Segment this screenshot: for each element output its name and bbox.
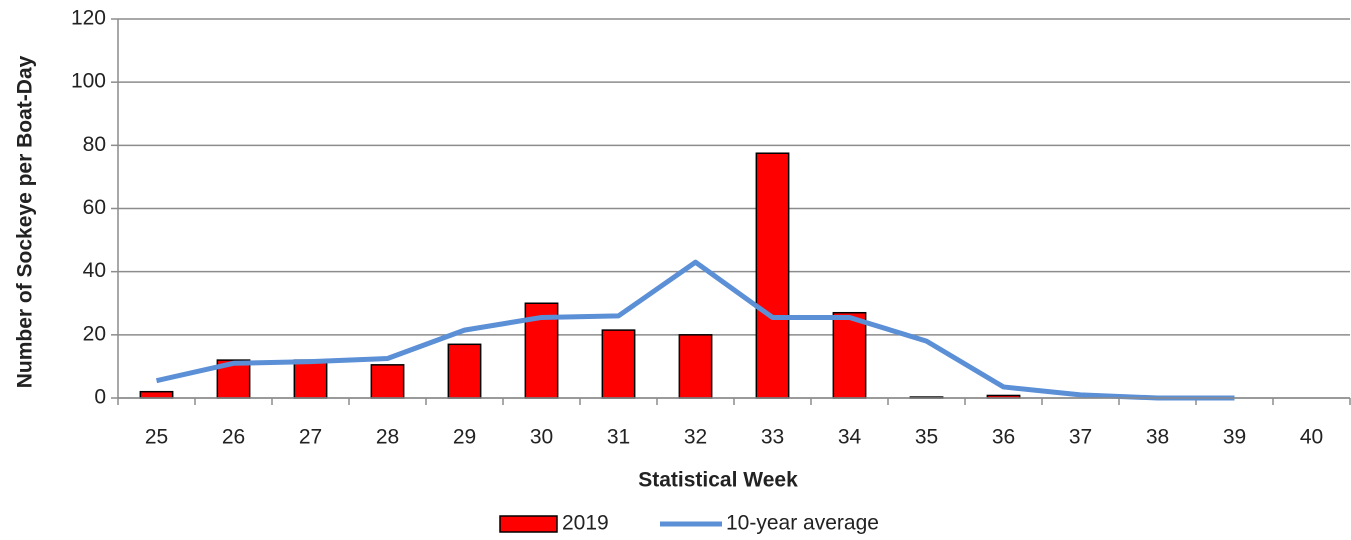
x-tick-label: 35 [915,426,938,449]
bar [447,343,482,399]
legend-label: 10-year average [726,512,879,535]
x-tick-label: 29 [453,426,476,449]
x-axis-title: Statistical Week [638,469,798,492]
x-tick-label: 34 [838,426,862,449]
bar [832,311,867,399]
y-tick-label: 0 [94,386,106,409]
y-tick-label: 100 [71,70,106,93]
x-tick-label: 31 [607,426,630,449]
bar [370,364,405,399]
bar [755,152,790,399]
x-tick-label: 30 [530,426,553,449]
y-tick-label: 20 [83,322,106,345]
y-axis-title: Number of Sockeye per Boat-Day [14,55,37,388]
x-tick-label: 39 [1223,426,1246,449]
x-tick-label: 28 [376,426,399,449]
x-tick-label: 26 [222,426,245,449]
line [155,259,1235,401]
legend-swatch [499,515,558,533]
bar [139,390,174,399]
x-tick-label: 32 [684,426,707,449]
legend-label: 2019 [562,512,609,535]
bar [293,359,328,399]
x-tick-label: 25 [145,426,168,449]
y-tick-label: 40 [83,259,106,282]
bar [678,334,713,399]
y-tick-label: 120 [71,7,106,30]
x-tick-label: 33 [761,426,784,449]
bar [601,329,636,399]
y-tick-label: 80 [83,133,106,156]
y-tick-label: 60 [83,196,106,219]
x-tick-label: 40 [1300,426,1323,449]
x-tick-label: 27 [299,426,322,449]
x-tick-label: 36 [992,426,1015,449]
x-tick-label: 37 [1069,426,1092,449]
x-tick-label: 38 [1146,426,1169,449]
